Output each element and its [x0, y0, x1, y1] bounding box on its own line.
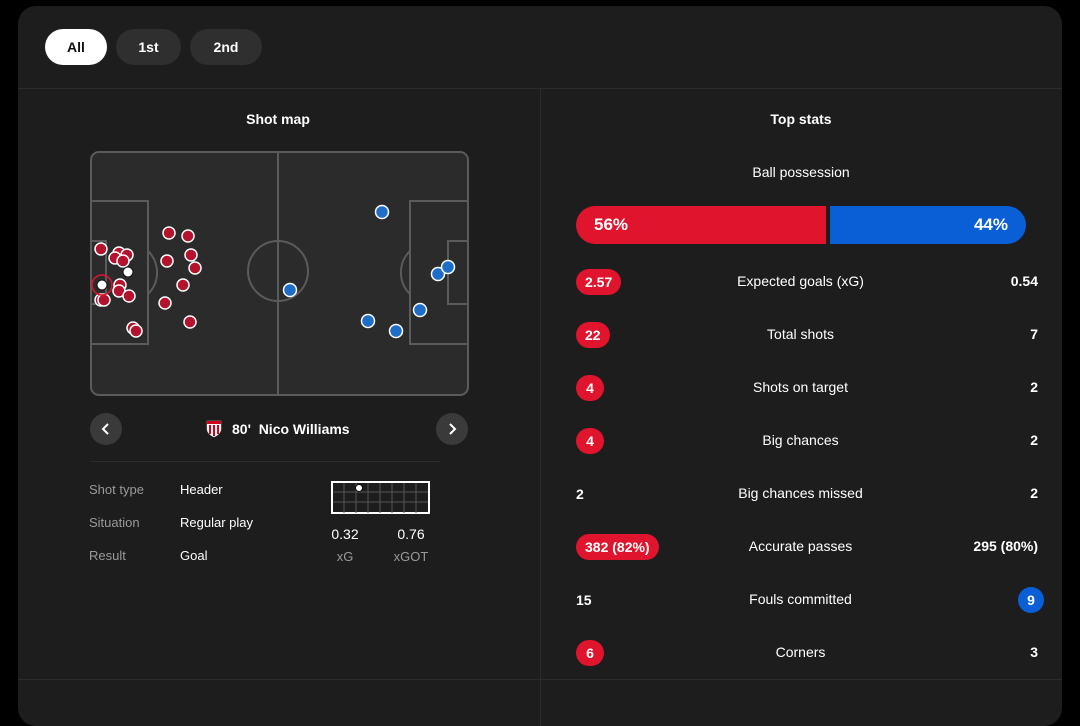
possession-home: 56% — [576, 206, 826, 244]
home-shot-marker[interactable] — [160, 254, 174, 268]
xg-value: 0.32 — [331, 526, 359, 542]
chevron-left-icon — [101, 423, 109, 435]
stat-row-big-chances: 4 Big chances 2 — [558, 426, 1038, 456]
away-shot-marker[interactable] — [282, 282, 298, 298]
match-stats-card: All 1st 2nd Shot map — [18, 6, 1062, 726]
divider — [18, 679, 1062, 680]
chevron-right-icon — [449, 423, 457, 435]
stat-row-corners: 6 Corners 3 — [558, 638, 1038, 668]
home-shot-marker[interactable] — [183, 315, 197, 329]
away-shot-marker[interactable] — [412, 302, 428, 318]
home-shot-marker[interactable] — [94, 242, 108, 256]
xgot-value: 0.76 — [397, 526, 425, 542]
possession-bar: 56% 44% — [576, 206, 1026, 244]
stat-row-fouls: 15 Fouls committed 9 — [558, 585, 1044, 615]
home-shot-marker[interactable] — [97, 293, 111, 307]
goal-ball-icon[interactable] — [96, 279, 108, 291]
stat-away-value: 9 — [1018, 587, 1044, 613]
previous-shot-button[interactable] — [90, 413, 122, 445]
stat-home-value: 4 — [576, 428, 604, 454]
situation-label: Situation — [89, 515, 140, 530]
stat-away-value: 2 — [1030, 379, 1038, 395]
xgot-label: xGOT — [393, 549, 429, 564]
tab-2nd[interactable]: 2nd — [190, 29, 262, 65]
home-shot-marker[interactable] — [162, 226, 176, 240]
shot-map-pitch — [90, 151, 469, 396]
stat-home-value: 22 — [576, 322, 610, 348]
possession-label: Ball possession — [752, 164, 850, 180]
home-shot-marker[interactable] — [129, 324, 143, 338]
stat-row-shots-on-target: 4 Shots on target 2 — [558, 373, 1038, 403]
stat-name: Shots on target — [753, 379, 848, 395]
next-shot-button[interactable] — [436, 413, 468, 445]
stat-home-value: 2 — [576, 486, 584, 502]
stat-name: Big chances missed — [738, 485, 863, 501]
home-shot-marker[interactable] — [184, 248, 198, 262]
goal-frame-icon — [331, 481, 430, 514]
stat-away-value: 2 — [1030, 485, 1038, 501]
shot-type-label: Shot type — [89, 482, 144, 497]
home-shot-marker[interactable] — [176, 278, 190, 292]
tab-1st[interactable]: 1st — [116, 29, 181, 65]
stat-away-value: 7 — [1030, 326, 1038, 342]
stat-name: Fouls committed — [749, 591, 852, 607]
shot-map-title: Shot map — [246, 111, 310, 127]
team-crest-icon — [206, 420, 222, 438]
result-label: Result — [89, 548, 126, 563]
selected-shot-info: 80' Nico Williams — [206, 420, 350, 438]
stat-row-total-shots: 22 Total shots 7 — [558, 320, 1038, 350]
stat-name: Total shots — [767, 326, 834, 342]
period-tabs: All 1st 2nd — [45, 29, 262, 65]
stat-row-xg: 2.57 Expected goals (xG) 0.54 — [558, 267, 1038, 297]
stat-home-value: 15 — [576, 592, 592, 608]
divider — [90, 461, 440, 462]
stat-row-accurate-passes: 382 (82%) Accurate passes 295 (80%) — [558, 532, 1038, 562]
stat-home-value: 382 (82%) — [576, 534, 659, 560]
goal-ball-icon[interactable] — [122, 266, 134, 278]
stat-name: Corners — [775, 644, 826, 660]
away-shot-marker[interactable] — [374, 204, 390, 220]
stat-row-big-chances-missed: 2 Big chances missed 2 — [558, 479, 1038, 509]
shot-player-name: Nico Williams — [258, 421, 350, 437]
stat-name: Big chances — [762, 432, 839, 448]
divider — [540, 88, 541, 726]
home-shot-marker[interactable] — [122, 289, 136, 303]
shot-minute: 80' — [232, 421, 251, 437]
result-value: Goal — [180, 548, 208, 563]
situation-value: Regular play — [180, 515, 253, 530]
xg-label: xG — [336, 549, 354, 564]
away-shot-marker[interactable] — [440, 259, 456, 275]
shot-type-value: Header — [180, 482, 223, 497]
stat-away-value: 295 (80%) — [973, 538, 1038, 554]
home-shot-marker[interactable] — [158, 296, 172, 310]
home-shot-marker[interactable] — [181, 229, 195, 243]
stat-name: Expected goals (xG) — [737, 273, 864, 289]
stat-home-value: 4 — [576, 375, 604, 401]
stat-home-value: 2.57 — [576, 269, 622, 295]
home-shot-marker[interactable] — [116, 254, 130, 268]
home-shot-marker[interactable] — [188, 261, 202, 275]
stat-name: Accurate passes — [748, 538, 853, 554]
stat-away-value: 3 — [1030, 644, 1038, 660]
selected-shot-ring — [91, 274, 113, 296]
stat-home-value: 6 — [576, 640, 604, 666]
away-shot-marker[interactable] — [430, 266, 446, 282]
top-stats-title: Top stats — [770, 111, 832, 127]
stat-away-value: 2 — [1030, 432, 1038, 448]
tab-all[interactable]: All — [45, 29, 107, 65]
away-shot-marker[interactable] — [360, 313, 376, 329]
away-shot-marker[interactable] — [388, 323, 404, 339]
possession-away: 44% — [830, 206, 1026, 244]
stat-away-value: 0.54 — [1010, 273, 1038, 289]
